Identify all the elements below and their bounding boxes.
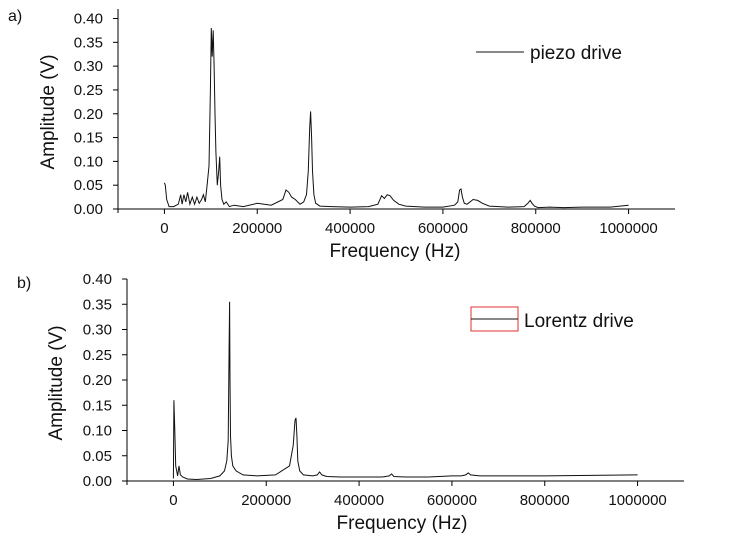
panel-a-x-ticks: 0 200000 400000 600000 800000 1000000 [160,209,658,237]
panel-b-x-ticks: 0 200000 400000 600000 800000 1000000 [169,481,667,509]
panel-b-y-tick-label: 0.35 [83,296,112,313]
panel-b-y-tick-label: 0.10 [83,423,112,440]
panel-a-x-axis-title: Frequency (Hz) [330,241,461,262]
panel-a-x-tick-label: 600000 [418,220,468,237]
panel-b-x-tick-label: 1000000 [608,492,666,509]
panel-b-x-tick-label: 800000 [520,492,570,509]
panel-b-x-tick-label: 600000 [427,492,477,509]
panel-a-legend: piezo drive [476,43,622,64]
panel-a-y-tick-label: 0.10 [74,153,103,170]
panel-a-series-line [163,27,629,209]
panel-a-y-tick-label: 0.20 [74,106,103,123]
panel-a-label: a) [8,8,22,25]
panel-b-x-axis-title: Frequency (Hz) [337,513,468,534]
panel-a-chart: a) 0.000.050.100.150.200.250.300.350.40 … [8,8,675,262]
panel-a-y-tick-label: 0.35 [74,34,103,51]
panel-a-y-tick-label: 0.25 [74,82,103,99]
panel-b-y-tick-label: 0.40 [83,271,112,288]
panel-a-y-tick-label: 0.05 [74,177,103,194]
panel-a-x-tick-label: 400000 [325,220,375,237]
panel-b-label: b) [17,275,31,292]
panel-a-legend-label: piezo drive [530,43,622,64]
panel-a-x-tick-label: 1000000 [599,220,657,237]
panel-a-x-tick-label: 0 [160,220,168,237]
panel-b-y-ticks: 0.00 0.05 0.10 0.15 0.20 0.25 0.30 0.35 0.40 [83,271,127,490]
panel-b-x-tick-label: 200000 [241,492,291,509]
panel-b-x-tick-label: 400000 [334,492,384,509]
panel-a-y-axis-title: Amplitude (V) [38,54,59,169]
panel-b-legend: Lorentz drive [470,306,634,332]
panel-a-y-tick-label: 0.40 [74,11,103,28]
panel-a-y-tick-label: 0.15 [74,130,103,147]
panel-b-y-tick-label: 0.00 [83,473,112,490]
panel-b-y-tick-label: 0.25 [83,347,112,364]
panel-b-y-axis-title: Amplitude (V) [46,325,67,440]
panel-a-x-tick-label: 800000 [511,220,561,237]
panel-b-y-tick-label: 0.20 [83,372,112,389]
panel-a-x-tick-label: 200000 [232,220,282,237]
panel-b-x-tick-label: 0 [169,492,177,509]
panel-b-legend-label: Lorentz drive [524,311,634,332]
panel-b-chart: b) 0.000.050.100.150.200.250.300.350.40 … [17,271,684,534]
panel-b-y-tick-label: 0.30 [83,322,112,339]
panel-a-y-ticks: 0.00 0.05 0.10 0.15 0.20 0.25 0.30 0.35 0.40 [74,11,118,218]
panel-b-y-tick-label: 0.05 [83,448,112,465]
panel-a-y-tick-label: 0.30 [74,58,103,75]
panel-b-y-tick-label: 0.15 [83,397,112,414]
panel-b-series-line [172,301,638,481]
panel-a-y-tick-label: 0.00 [74,201,103,218]
